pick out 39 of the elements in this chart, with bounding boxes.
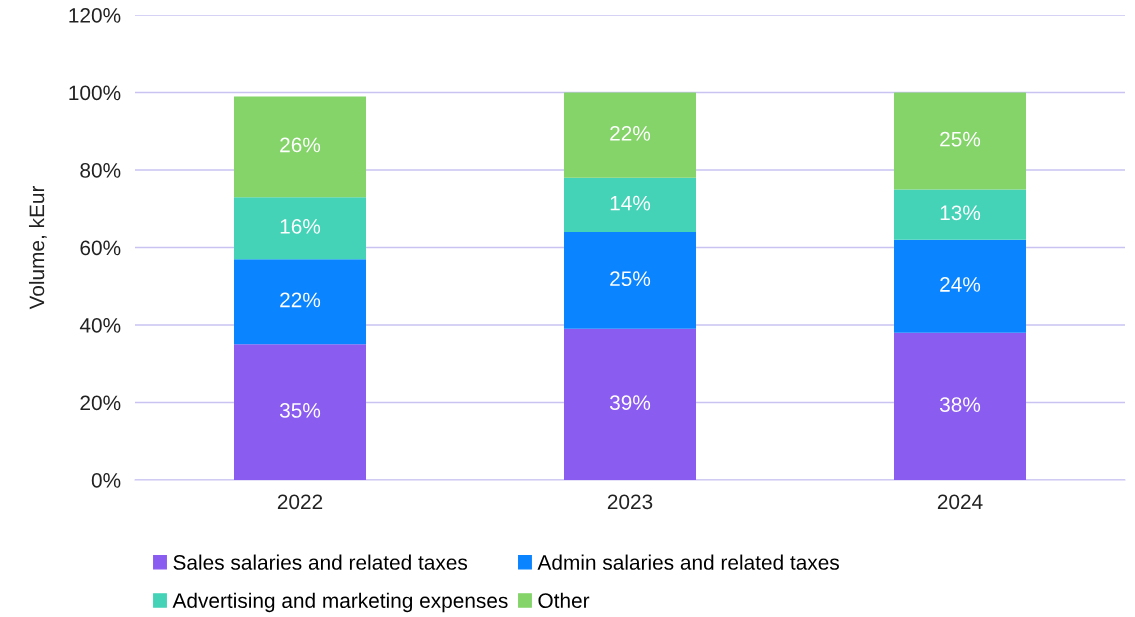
bar — [234, 344, 366, 480]
legend-label: Sales salaries and related taxes — [173, 554, 468, 570]
data-label: 16% — [280, 218, 321, 234]
bar — [564, 177, 696, 232]
data-label: 39% — [609, 395, 651, 411]
bar — [234, 96, 366, 198]
data-label: 22% — [280, 292, 321, 308]
bar — [564, 92, 696, 178]
bar — [564, 232, 696, 329]
data-label: 25% — [610, 271, 651, 287]
data-label: 14% — [610, 195, 651, 211]
data-label: 26% — [280, 137, 321, 153]
x-tick-label: 2022 — [277, 494, 323, 510]
data-label: 13% — [940, 205, 981, 221]
data-label: 35% — [279, 403, 321, 418]
y-tick-label: 100% — [69, 85, 121, 101]
legend-label: Advertising and marketing expenses — [172, 592, 508, 613]
y-tick-label: 40% — [79, 318, 121, 333]
bar — [564, 328, 696, 480]
y-tick-label: 80% — [80, 163, 121, 178]
legend-label: Other — [538, 592, 590, 609]
y-tick-label: 120% — [69, 8, 121, 23]
y-tick-label: 20% — [80, 395, 121, 411]
bar — [894, 239, 1026, 333]
bar — [234, 197, 366, 260]
data-label: 22% — [610, 125, 651, 141]
y-axis-title: Volume, kEur — [28, 185, 47, 310]
data-label: 25% — [940, 131, 981, 147]
x-tick-label: 2024 — [937, 494, 983, 510]
data-label: 24% — [940, 277, 981, 292]
legend-label: Admin salaries and related taxes — [537, 554, 839, 570]
bar — [894, 92, 1026, 190]
y-tick-label: 0% — [91, 473, 121, 488]
data-label: 38% — [939, 397, 981, 412]
bar — [894, 189, 1026, 240]
bar — [894, 332, 1026, 480]
bar — [234, 259, 366, 345]
y-tick-label: 60% — [80, 240, 121, 256]
x-tick-label: 2023 — [607, 494, 653, 510]
